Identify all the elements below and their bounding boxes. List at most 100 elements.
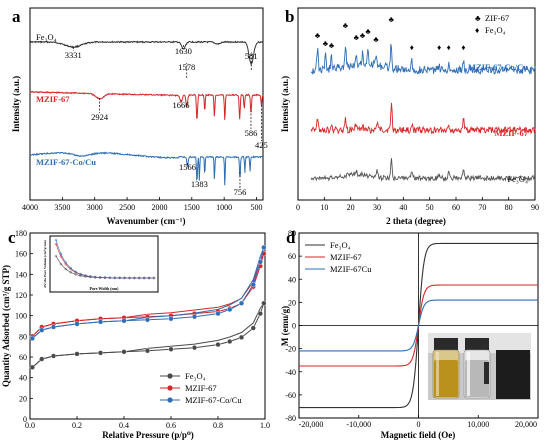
panel-b-frame: [297, 7, 536, 201]
panel-b-fe3o4-marker: ♦: [461, 43, 465, 52]
panel-c-desorption-0: [32, 303, 265, 368]
panel-c-point: [227, 306, 233, 313]
panel-c-point: [144, 317, 151, 323]
panel-b-legend-fe3o4-symbol: ♦: [475, 25, 480, 35]
panel-a-xlabel: Wavenumber (cm⁻¹): [106, 216, 185, 226]
panel-a-peak-label: 756: [234, 187, 247, 197]
panel-c-point: [261, 300, 267, 306]
panel-a-xtick-label: 1000: [216, 203, 232, 212]
panel-b-zif-marker: ♣: [389, 15, 395, 24]
panel-c-xtick-label: 0.8: [213, 421, 223, 430]
panel-d-ylabel: M (emu/g): [280, 306, 290, 346]
panel-a-peak-label: 1630: [175, 46, 192, 56]
panel-c-point: [261, 244, 267, 251]
panel-c-inset-point: [54, 254, 58, 258]
panel-b-legend-zif-symbol: ♣: [475, 13, 481, 23]
panel-b-ylabel: Intensity (a.u.): [280, 76, 290, 132]
panel-a-peak-label: 1383: [191, 179, 208, 189]
panel-c-point: [250, 282, 256, 288]
panel-c-point: [215, 311, 221, 317]
panel-c-xtick-label: 0.6: [166, 421, 176, 430]
panel-c-point: [74, 321, 80, 327]
panel-c-ytick-label: 0: [23, 415, 27, 424]
panel-a-xtick-label: 2000: [151, 203, 167, 212]
panel-d-ytick-label: -80: [285, 414, 296, 423]
panel-c-point: [144, 348, 151, 354]
panel-c-xlabel: Relative Pressure (p/p⁰): [102, 430, 194, 440]
panel-d-label: d: [286, 228, 296, 247]
panel-d-legend-label: MZIF-67Cu: [330, 264, 372, 274]
panel-c-inset-ylabel: dV/dw Pore Volume (cm³/g·nm): [43, 239, 47, 287]
panel-c-point: [168, 346, 174, 352]
panel-b-fe3o4-marker: ♦: [410, 43, 414, 52]
panel-d-legend-label: MZIF-67: [330, 252, 362, 262]
panel-a: a Intensity (a.u.) Wavenumber (cm⁻¹) 400…: [11, 7, 268, 226]
panel-c-point: [29, 364, 35, 370]
panel-d-xtick-label: 10,000: [467, 420, 489, 429]
panel-c-inset-point: [54, 238, 58, 242]
panel-b-xtick-label: 80: [505, 203, 513, 212]
panel-a-xtick-label: 4000: [22, 203, 38, 212]
panel-a-series-fe3o4: Fe₃O₄: [36, 32, 57, 42]
panel-a-series-mzif67cocu: MZIF-67-Co/Cu: [36, 157, 96, 167]
panel-d-legend-label: Fe₃O₄: [330, 240, 351, 250]
panel-c-ytick-label: 160: [15, 250, 27, 259]
panel-a-xtick-label: 3500: [54, 203, 70, 212]
panel-a-line-2: [29, 151, 264, 186]
panel-a-peak-label: 425: [255, 140, 268, 150]
panel-b-xtick-label: 90: [531, 203, 539, 212]
panel-c-point: [121, 349, 127, 355]
panel-c-ytick-label: 60: [19, 353, 27, 362]
panel-a-xtick-label: 3000: [87, 203, 103, 212]
panel-c-ytick-label: 100: [15, 312, 27, 321]
panel-c-ylabel: Quantity Adsorbed (cm³/g STP): [1, 265, 11, 387]
panel-a-xtick-label: 2500: [119, 203, 135, 212]
panel-c-inset-point: [59, 262, 63, 266]
panel-a-xtick-label: 1500: [184, 203, 200, 212]
panel-c-xtick-label: 0.2: [72, 421, 82, 430]
panel-c-inset-xlabel: Pore Width (nm): [90, 286, 120, 291]
panel-b-xtick-label: 40: [399, 203, 407, 212]
panel-c-point: [168, 316, 174, 322]
panel-b-series-mzif67: MZIF-67: [494, 128, 528, 138]
panel-c-legend-label: MZIF-67-Co/Cu: [185, 395, 242, 405]
panel-c-legend-label: MZIF-67: [185, 383, 217, 393]
panel-b-zif-marker: ♣: [354, 33, 360, 42]
panel-b-xtick-label: 20: [347, 203, 355, 212]
panel-b-legend-zif-label: ZIF-67: [485, 13, 509, 23]
panel-c-inset-point: [69, 266, 72, 270]
panel-c-point: [215, 342, 221, 348]
panel-c-xtick-label: 0.0: [25, 421, 35, 430]
panel-b-series-mzif67cocu: MZIF-67-Co/Cu: [468, 62, 528, 72]
panel-c-xtick-label: 1.0: [260, 421, 270, 430]
panel-a-peak-label: 1666: [173, 100, 190, 110]
panel-c-desorption-1: [32, 253, 265, 337]
panel-d-line-2: [299, 299, 538, 352]
panel-c-point: [39, 356, 45, 362]
panel-d-xtick-label: 20,000: [515, 420, 537, 429]
panel-b-xtick-label: 50: [426, 203, 434, 212]
panel-c-point: [29, 335, 35, 342]
panel-c-inset-point: [79, 272, 82, 276]
panel-a-peak-label: 586: [245, 128, 258, 138]
panel-c-ytick-label: 120: [15, 291, 27, 300]
panel-b-xtick-label: 30: [373, 203, 381, 212]
panel-c-ytick-label: 140: [15, 270, 27, 279]
panel-c-inset-point: [74, 270, 77, 273]
panel-c-frame: [29, 232, 266, 420]
panel-c-label: c: [8, 228, 16, 247]
panel-c-legend-marker: [167, 397, 173, 403]
panel-b-line-1: [310, 102, 536, 135]
panel-c-desorption-2: [32, 247, 265, 339]
panel-c-xtick-label: 0.4: [119, 421, 129, 430]
panel-c-point: [50, 353, 57, 359]
panel-c-point: [250, 325, 256, 331]
panel-a-xtick-label: 500: [251, 203, 263, 212]
panel-d-ytick-label: 20: [288, 298, 296, 307]
panel-c-inset-point: [64, 261, 68, 264]
panel-b-xtick-label: 0: [296, 203, 300, 212]
panel-a-series-mzif67: MZIF-67: [36, 94, 70, 104]
panel-c-point: [97, 319, 104, 325]
panel-d-ytick-label: 0: [292, 322, 296, 331]
panel-c-ytick-label: 20: [19, 394, 27, 403]
